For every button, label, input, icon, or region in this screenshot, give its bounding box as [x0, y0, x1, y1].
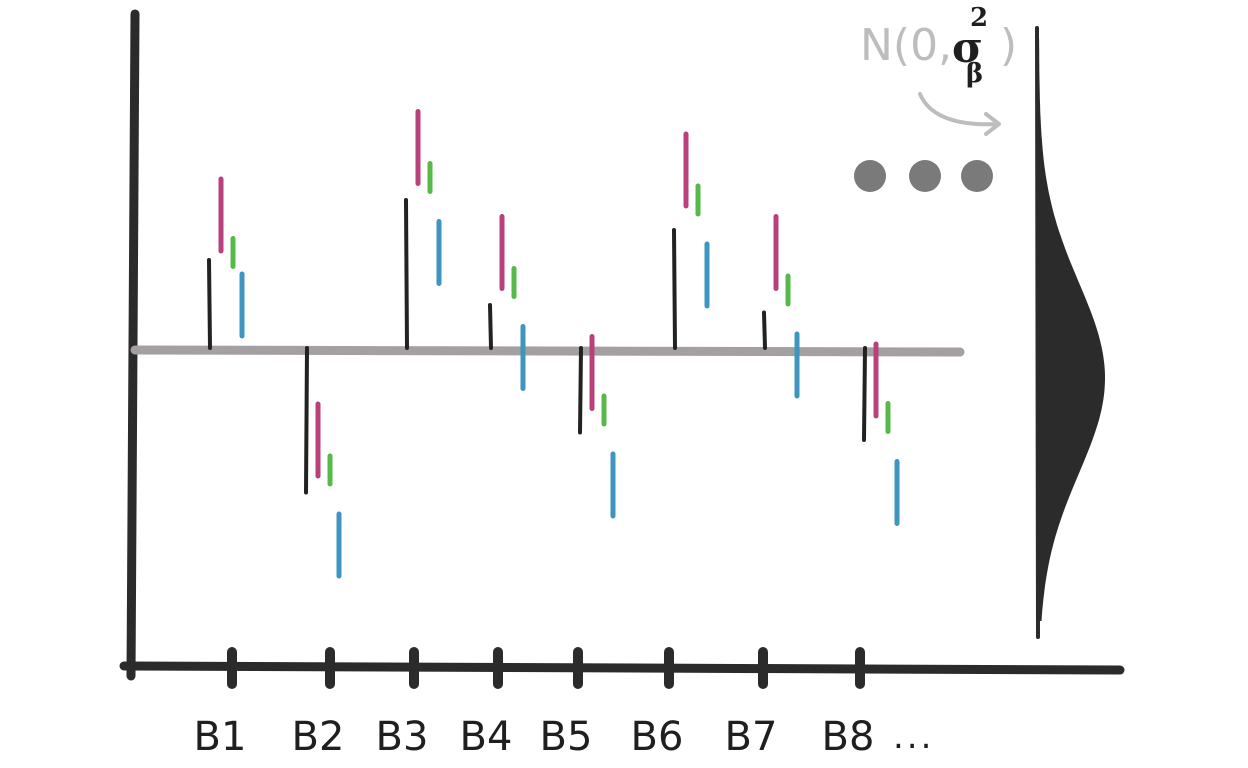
prior-distribution-curve — [1037, 39, 1105, 621]
x-tick-label-b8: B8 — [822, 714, 875, 760]
zero-baseline — [130, 345, 965, 357]
prior-superscript: 2 — [970, 3, 988, 33]
prior-text-prefix: N(0, — [860, 20, 952, 71]
prior-arrow — [918, 92, 1001, 136]
continuation-dot — [909, 160, 941, 192]
prior-distribution — [1035, 26, 1105, 639]
effect-line-b8 — [862, 346, 867, 442]
x-tick-label-b1: B1 — [194, 714, 247, 760]
prior-distribution-axis — [1035, 26, 1040, 639]
effect-line-b4 — [488, 303, 493, 350]
continuation-dot — [961, 160, 993, 192]
prior-label: N(0, σ 2 β ) — [860, 3, 1017, 89]
x-axis-ellipsis: ... — [893, 717, 934, 757]
prior-arrow-head — [984, 112, 1001, 136]
prior-subscript: β — [966, 59, 983, 89]
y-axis — [126, 9, 140, 681]
x-tick-label-b3: B3 — [376, 714, 429, 760]
prior-sigma: σ — [952, 23, 983, 72]
effect-line-b3 — [404, 198, 409, 350]
x-tick-label-b5: B5 — [540, 714, 593, 760]
coefficient-b8 — [862, 341, 900, 526]
prior-arrow-shaft — [918, 92, 1000, 127]
coefficient-b5 — [578, 334, 616, 519]
x-axis — [119, 661, 1125, 675]
coefficient-b3 — [404, 109, 442, 350]
x-tick-label-b6: B6 — [631, 714, 684, 760]
continuation-dots — [854, 160, 993, 192]
coefficient-effects — [207, 109, 900, 579]
effect-line-b7 — [762, 310, 767, 350]
x-tick-label-b4: B4 — [460, 714, 513, 760]
coefficient-b1 — [207, 176, 245, 350]
x-tick-label-b7: B7 — [725, 714, 778, 760]
x-tick-labels: B1 B2 B3 B4 B5 B6 B7 B8 — [194, 714, 875, 760]
x-axis-ticks — [227, 647, 865, 689]
x-tick-label-b2: B2 — [292, 714, 345, 760]
coefficient-b7 — [762, 214, 800, 399]
coefficient-b4 — [488, 214, 526, 391]
coefficient-b6 — [672, 131, 710, 350]
effect-line-b5 — [578, 346, 583, 435]
effect-line-b2 — [304, 346, 309, 495]
effect-line-b6 — [672, 228, 677, 350]
continuation-dot — [854, 160, 886, 192]
coefficient-b2 — [304, 346, 342, 579]
effect-line-b1 — [207, 258, 212, 350]
prior-text-suffix: ) — [1000, 20, 1017, 71]
